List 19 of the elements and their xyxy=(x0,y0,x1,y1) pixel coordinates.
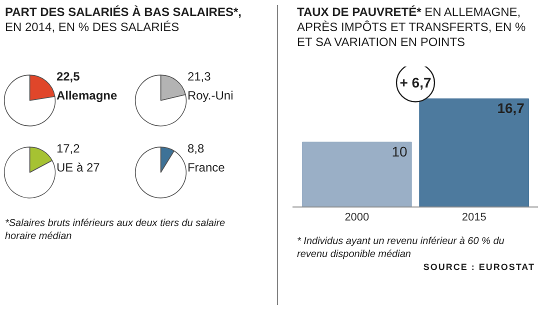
text: * Individus ayant un revenu inférieur à 60 % du revenu disponible médian xyxy=(297,235,506,261)
text: *Salaires bruts inférieurs aux deux tiers du salaire horaire médian xyxy=(5,217,226,243)
data-label: 8,8 xyxy=(187,142,204,156)
x-tick-label: 2000 xyxy=(344,211,370,224)
slice-label: Roy.-Uni xyxy=(187,88,234,102)
chart-subtitle: EN 2014, EN % DES SALARIÉS xyxy=(5,20,180,34)
slice-label: Allemagne xyxy=(56,88,118,102)
source-note: SOURCE : EUROSTAT xyxy=(422,261,535,274)
data-label: 17,2 xyxy=(56,142,80,156)
x-tick-label: 2015 xyxy=(462,211,486,224)
data-label: 22,5 xyxy=(56,70,80,84)
chart-title: PART DES SALARIÉS À BAS SALAIRES*, xyxy=(5,5,242,19)
data-label: 16,7 xyxy=(497,100,525,116)
chart-title: TAUX DE PAUVRETÉ* xyxy=(297,5,422,19)
data-label: 21,3 xyxy=(187,70,212,84)
slice-label: France xyxy=(187,160,226,174)
text: + 6,7 xyxy=(400,74,432,91)
slice-label: UE à 27 xyxy=(56,160,100,174)
data-label: 10 xyxy=(392,143,408,160)
